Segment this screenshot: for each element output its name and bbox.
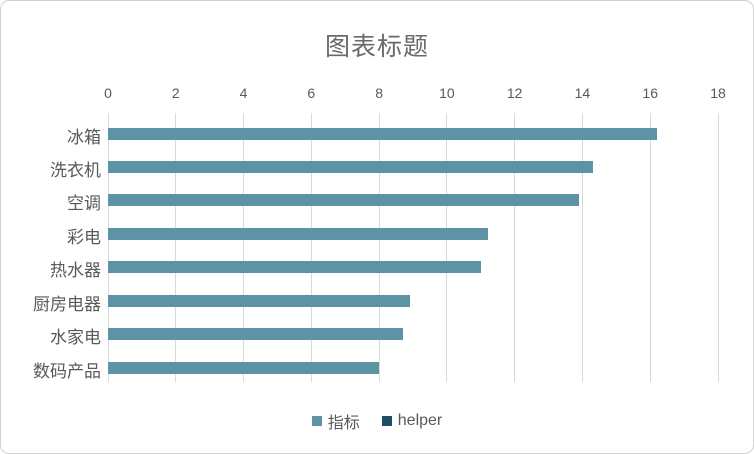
x-axis-tick-label: 6 [307,85,316,101]
gridline [581,113,583,382]
bar [108,194,580,207]
category-label: 彩电 [67,227,101,247]
legend-label: 指标 [327,415,360,432]
gridline [649,113,651,382]
category-label: 水家电 [50,328,101,348]
gridline [514,113,516,382]
x-axis-tick-label: 0 [104,85,112,101]
gridline [378,113,380,382]
gridline [243,113,245,382]
x-axis-tick-label: 2 [171,85,180,101]
category-label: 空调 [67,194,101,214]
legend-label: helper [397,412,443,429]
category-label: 冰箱 [67,127,101,147]
category-label: 洗衣机 [50,160,101,180]
gridline [446,113,448,382]
bar [108,294,410,307]
legend-swatch [311,416,322,426]
bar [108,328,403,341]
gridline [175,113,177,382]
x-axis-tick-label: 14 [574,85,591,101]
x-axis-tick-label: 18 [710,85,726,101]
x-axis-tick-label: 8 [375,85,383,101]
x-axis-tick-label: 4 [239,85,248,101]
category-label: 厨房电器 [33,294,101,314]
x-axis-tick-label: 16 [642,85,658,101]
bar [108,227,488,240]
bar [108,127,657,140]
legend-item: helper [381,412,443,430]
x-axis-tick-label: 12 [506,85,523,101]
gridline [107,113,109,382]
gridline [310,113,312,382]
bar [108,361,380,374]
chart-title: 图表标题 [324,33,429,61]
bar [108,160,593,173]
category-label: 热水器 [50,261,101,281]
bar [108,261,481,274]
category-label: 数码产品 [33,361,101,381]
legend-item: 指标 [311,409,360,433]
legend: 指标 helper [1,407,753,435]
legend-swatch [381,416,392,426]
x-axis-tick-label: 10 [439,85,455,101]
gridline [717,113,719,382]
